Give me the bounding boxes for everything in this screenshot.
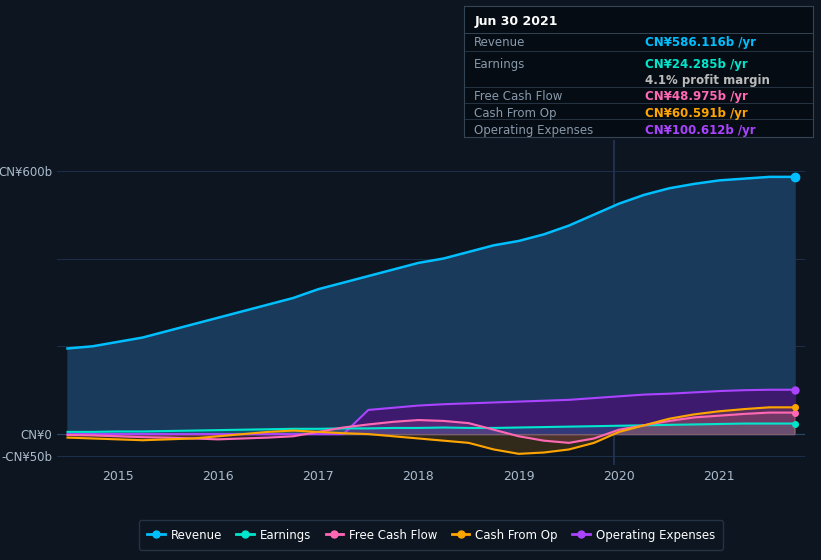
Text: CN¥586.116b /yr: CN¥586.116b /yr <box>645 36 756 49</box>
Text: CN¥24.285b /yr: CN¥24.285b /yr <box>645 58 748 71</box>
Text: CN¥60.591b /yr: CN¥60.591b /yr <box>645 107 748 120</box>
Text: Free Cash Flow: Free Cash Flow <box>475 90 562 103</box>
Legend: Revenue, Earnings, Free Cash Flow, Cash From Op, Operating Expenses: Revenue, Earnings, Free Cash Flow, Cash … <box>139 520 723 550</box>
Text: CN¥48.975b /yr: CN¥48.975b /yr <box>645 90 748 103</box>
Text: Cash From Op: Cash From Op <box>475 107 557 120</box>
Text: 4.1% profit margin: 4.1% profit margin <box>645 74 770 87</box>
Text: Operating Expenses: Operating Expenses <box>475 124 594 137</box>
Text: Revenue: Revenue <box>475 36 525 49</box>
Text: Jun 30 2021: Jun 30 2021 <box>475 15 557 28</box>
Text: Earnings: Earnings <box>475 58 525 71</box>
Text: CN¥100.612b /yr: CN¥100.612b /yr <box>645 124 756 137</box>
